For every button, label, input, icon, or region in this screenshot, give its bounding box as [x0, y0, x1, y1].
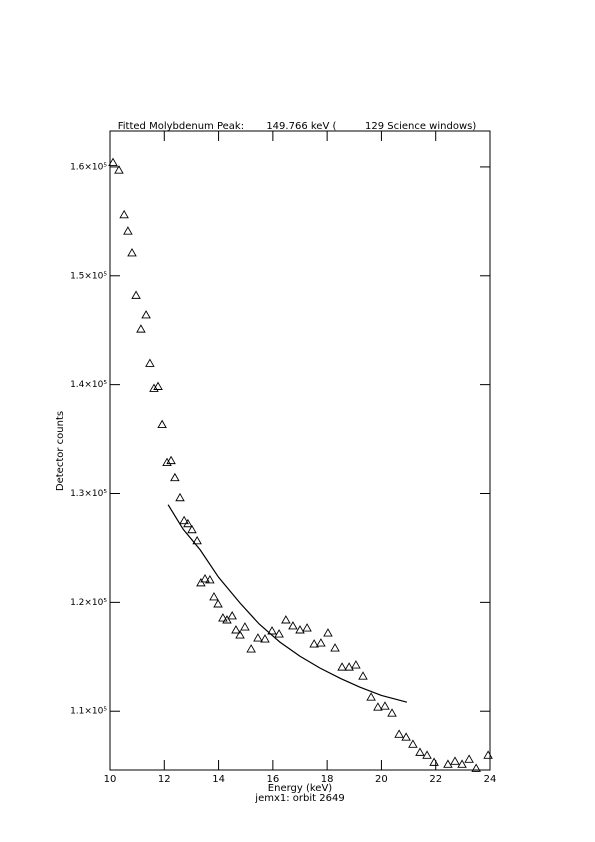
data-point [295, 625, 305, 634]
y-tick-label: 1.1×10⁵ [70, 707, 107, 717]
data-point [380, 701, 390, 710]
data-point [127, 248, 137, 257]
fit-line [167, 504, 408, 703]
data-point [222, 615, 232, 624]
data-point [246, 644, 256, 653]
data-point [309, 639, 319, 648]
data-point [260, 634, 270, 643]
data-point [288, 621, 298, 630]
data-point [192, 535, 202, 545]
data-point [227, 611, 237, 620]
y-tick-label: 1.4×10⁵ [70, 380, 107, 390]
data-point [358, 671, 368, 680]
data-point [114, 165, 124, 174]
x-tick-label: 14 [212, 774, 225, 785]
data-point [166, 455, 176, 465]
data-point [119, 209, 129, 219]
data-point [302, 623, 312, 632]
data-point [108, 157, 118, 167]
data-point [450, 756, 460, 765]
data-point [316, 638, 326, 647]
data-point [153, 381, 163, 390]
data-point [401, 732, 411, 741]
x-tick-label: 18 [321, 774, 334, 785]
x-tick-label: 12 [158, 774, 171, 785]
data-point [149, 383, 159, 392]
data-point [253, 633, 263, 642]
data-point [267, 626, 277, 635]
data-point [187, 524, 197, 534]
data-point [483, 750, 493, 759]
data-point [351, 660, 361, 669]
chart-title: Fitted Molybdenum Peak: 149.766 keV ( 12… [118, 121, 477, 132]
data-point [136, 324, 146, 333]
data-point [337, 662, 347, 671]
data-point [366, 692, 376, 701]
data-point [240, 622, 250, 631]
data-point [373, 702, 383, 711]
y-tick-label: 1.3×10⁵ [70, 489, 107, 499]
data-point [141, 310, 151, 319]
data-point [415, 747, 425, 756]
subtitle: jemx1: orbit 2649 [254, 793, 344, 804]
data-point [123, 226, 133, 235]
data-point [274, 629, 284, 638]
data-point [218, 613, 228, 622]
data-point [200, 574, 210, 583]
x-tick-label: 22 [429, 774, 442, 785]
data-point [471, 763, 481, 772]
y-axis-label: Detector counts [55, 411, 66, 491]
data-point [408, 739, 418, 748]
data-point [157, 419, 167, 429]
x-tick-label: 20 [375, 774, 388, 785]
data-point [131, 290, 141, 299]
y-tick-label: 1.2×10⁵ [70, 598, 107, 608]
data-point [235, 630, 245, 639]
data-point [457, 759, 467, 768]
y-tick-label: 1.6×10⁵ [70, 162, 107, 172]
data-point [281, 615, 291, 624]
data-point [170, 472, 180, 482]
x-tick-label: 24 [484, 774, 497, 785]
data-point [323, 628, 333, 637]
y-tick-label: 1.5×10⁵ [70, 271, 107, 281]
data-point [464, 754, 474, 763]
data-point [344, 662, 354, 671]
data-point [429, 757, 439, 766]
data-point [422, 750, 432, 759]
data-point [394, 729, 404, 738]
data-point [183, 518, 193, 528]
data-point [209, 592, 219, 601]
data-point [162, 457, 172, 467]
x-tick-label: 16 [266, 774, 279, 785]
x-axis-label: Energy (keV) [268, 783, 333, 794]
data-point [145, 358, 155, 367]
data-point [443, 759, 453, 768]
data-point [213, 599, 223, 608]
data-point [330, 643, 340, 652]
plot-frame [109, 130, 491, 771]
data-point [179, 515, 189, 525]
data-point [387, 708, 397, 717]
x-tick-label: 10 [104, 774, 117, 785]
data-point [175, 492, 185, 502]
data-point [231, 625, 241, 634]
data-point [205, 575, 215, 584]
